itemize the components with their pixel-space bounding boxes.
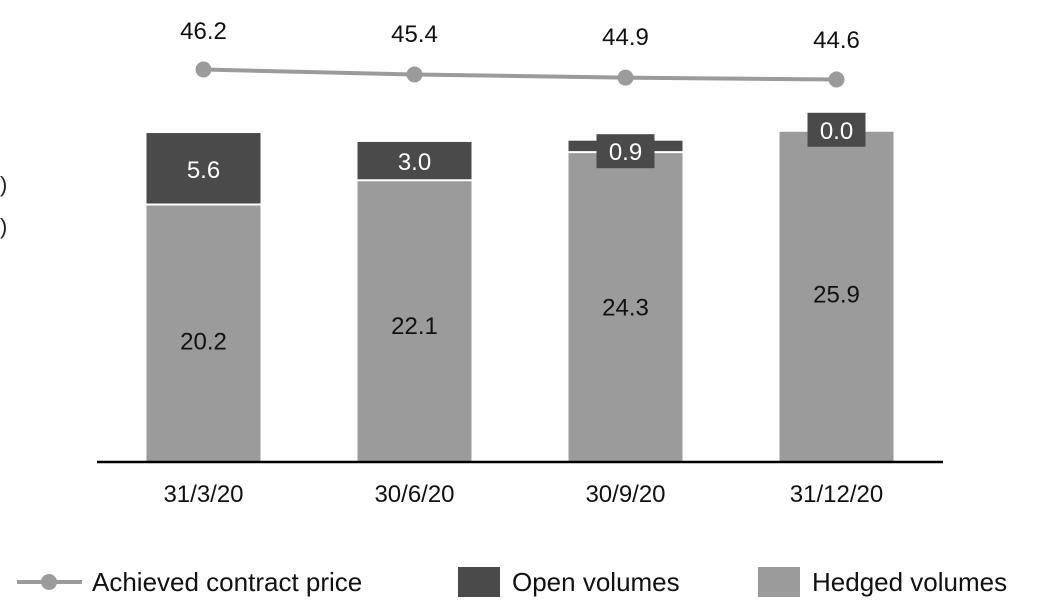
label-hedged-1: 20.2: [180, 329, 227, 356]
price-label-4: 44.6: [813, 27, 860, 54]
clipped-axis-paren-2: ): [0, 214, 8, 239]
label-open-box-4: [807, 112, 866, 147]
label-open-1: 5.6: [187, 157, 220, 184]
legend-swatch-open: [458, 567, 500, 597]
clipped-axis-paren-1: ): [0, 172, 8, 197]
x-tick-label-3: 30/9/20: [585, 481, 665, 508]
bar-hedged-3: [568, 152, 683, 463]
price-point-4: [828, 71, 845, 88]
price-point-3: [617, 69, 634, 86]
legend-label-price: Achieved contract price: [92, 567, 362, 597]
price-label-2: 45.4: [391, 21, 438, 48]
legend-label-open: Open volumes: [512, 567, 680, 597]
price-label-3: 44.9: [602, 24, 649, 51]
bar-open-2: [357, 141, 472, 181]
legend-line-dot: [41, 574, 57, 590]
legend-swatch-hedged: [758, 567, 800, 597]
label-open-4: 0.0: [820, 118, 853, 145]
price-point-1: [195, 61, 212, 78]
price-line: [203, 67, 837, 82]
price-label-1: 46.2: [180, 18, 227, 45]
label-open-3: 0.9: [609, 139, 642, 166]
label-open-box-3: [596, 134, 655, 169]
bar-hedged-2: [357, 180, 472, 462]
bar-hedged-4: [779, 131, 894, 462]
legend-label-hedged: Hedged volumes: [812, 567, 1007, 597]
bar-hedged-1: [146, 204, 261, 462]
label-hedged-3: 24.3: [602, 295, 649, 322]
label-hedged-2: 22.1: [391, 313, 438, 340]
label-open-2: 3.0: [398, 149, 431, 176]
bar-open-1: [146, 133, 261, 205]
price-point-2: [406, 66, 423, 83]
x-tick-label-1: 31/3/20: [163, 481, 243, 508]
label-hedged-4: 25.9: [813, 281, 860, 308]
x-tick-label-4: 31/12/20: [790, 481, 883, 508]
x-tick-label-2: 30/6/20: [374, 481, 454, 508]
